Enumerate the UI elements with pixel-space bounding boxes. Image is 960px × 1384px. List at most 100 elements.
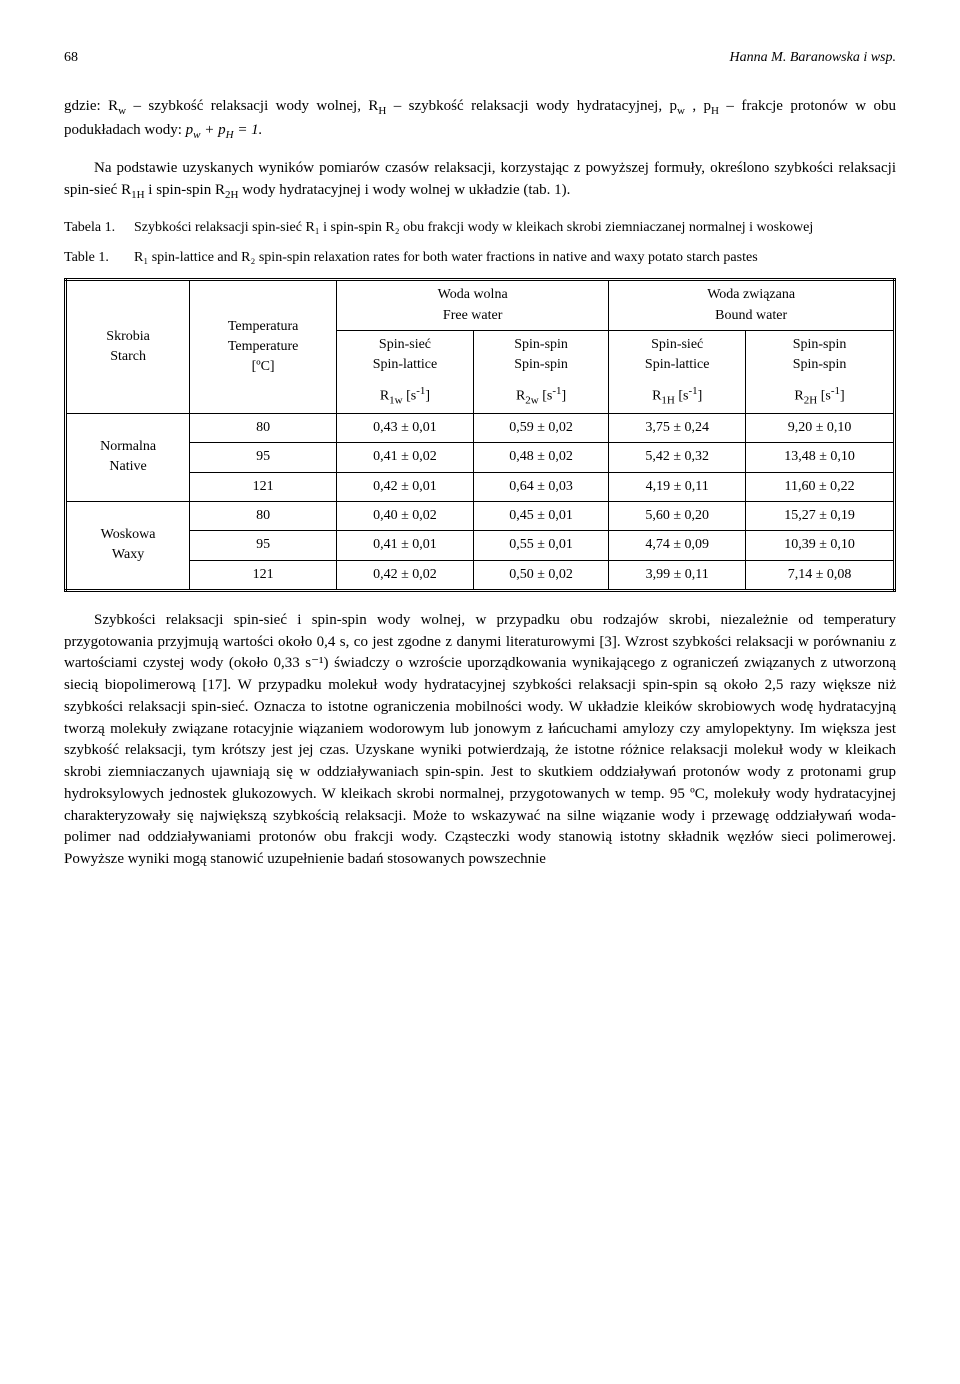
text: [s xyxy=(675,388,689,403)
table-wrap: Skrobia Starch Temperatura Temperature [… xyxy=(64,278,896,591)
cell-r1h: 5,60 ± 0,20 xyxy=(609,501,746,530)
text: Temperatura xyxy=(228,319,299,334)
table-row: 121 0,42 ± 0,01 0,64 ± 0,03 4,19 ± 0,11 … xyxy=(66,472,895,501)
text: – szybkość relaksacji wody hydratacyjnej… xyxy=(394,98,677,114)
cell-r2w: 0,45 ± 0,01 xyxy=(473,501,608,530)
col-r2w-label: Spin-spin Spin-spin xyxy=(473,331,608,380)
cell-temp: 121 xyxy=(190,472,337,501)
cell-temp: 95 xyxy=(190,443,337,472)
text: Spin-lattice xyxy=(373,357,438,372)
sub: 2H xyxy=(225,189,238,201)
text: Free water xyxy=(443,308,502,323)
cell-r1w: 0,41 ± 0,01 xyxy=(337,531,474,560)
cell-r1w: 0,42 ± 0,01 xyxy=(337,472,474,501)
cell-r2h: 9,20 ± 0,10 xyxy=(746,414,895,443)
cell-r2w: 0,55 ± 0,01 xyxy=(473,531,608,560)
text: Bound water xyxy=(715,308,787,323)
starch-native: Normalna Native xyxy=(66,414,190,502)
table-row: 121 0,42 ± 0,02 0,50 ± 0,02 3,99 ± 0,11 … xyxy=(66,560,895,590)
text: R xyxy=(652,388,661,403)
cell-r1w: 0,40 ± 0,02 xyxy=(337,501,474,530)
caption-label: Table 1. xyxy=(64,248,134,268)
cell-r2h: 10,39 ± 0,10 xyxy=(746,531,895,560)
text: , p xyxy=(692,98,711,114)
text: Woda wolna xyxy=(438,287,508,302)
cell-temp: 95 xyxy=(190,531,337,560)
cell-r1h: 3,99 ± 0,11 xyxy=(609,560,746,590)
col-temperature: Temperatura Temperature [ºC] xyxy=(190,280,337,414)
sub: 1H xyxy=(131,189,144,201)
cell-r1h: 4,74 ± 0,09 xyxy=(609,531,746,560)
text: Waxy xyxy=(112,547,144,562)
col-r1h-label: Spin-sieć Spin-lattice xyxy=(609,331,746,380)
text: [s xyxy=(817,388,831,403)
table-caption-en: Table 1. R₁ spin-lattice and R₂ spin-spi… xyxy=(64,248,896,268)
col-r2h-unit: R2H [s-1] xyxy=(746,380,895,414)
text: gdzie: R xyxy=(64,98,118,114)
text: Spin-spin xyxy=(793,357,847,372)
text: [s xyxy=(403,388,417,403)
cell-r2w: 0,64 ± 0,03 xyxy=(473,472,608,501)
text: Spin-lattice xyxy=(645,357,710,372)
table-caption-pl: Tabela 1. Szybkości relaksacji spin-sieć… xyxy=(64,218,896,238)
cell-r2h: 15,27 ± 0,19 xyxy=(746,501,895,530)
sub: H xyxy=(711,105,719,117)
sup: -1 xyxy=(831,385,840,397)
cell-temp: 80 xyxy=(190,414,337,443)
text: R xyxy=(380,388,389,403)
text: Normalna xyxy=(100,439,156,454)
col-r1w-unit: R1w [s-1] xyxy=(337,380,474,414)
text: Spin-spin xyxy=(514,357,568,372)
sub: H xyxy=(378,105,386,117)
paragraph-discussion: Szybkości relaksacji spin-sieć i spin-sp… xyxy=(64,610,896,871)
text: wody hydratacyjnej i wody wolnej w układ… xyxy=(242,182,570,198)
text: ] xyxy=(562,388,567,403)
paragraph-method: Na podstawie uzyskanych wyników pomiarów… xyxy=(64,158,896,204)
col-r2w-unit: R2w [s-1] xyxy=(473,380,608,414)
sub: w xyxy=(677,105,685,117)
text: ] xyxy=(840,388,845,403)
cell-r2w: 0,50 ± 0,02 xyxy=(473,560,608,590)
caption-text: R₁ spin-lattice and R₂ spin-spin relaxat… xyxy=(134,248,758,268)
cell-r1h: 3,75 ± 0,24 xyxy=(609,414,746,443)
sup: -1 xyxy=(552,385,561,397)
text: ] xyxy=(425,388,430,403)
col-r2h-label: Spin-spin Spin-spin xyxy=(746,331,895,380)
text: R xyxy=(794,388,803,403)
table-row: Normalna Native 80 0,43 ± 0,01 0,59 ± 0,… xyxy=(66,414,895,443)
text: [ºC] xyxy=(252,359,275,374)
cell-r2w: 0,59 ± 0,02 xyxy=(473,414,608,443)
caption-text: Szybkości relaksacji spin-sieć R₁ i spin… xyxy=(134,218,813,238)
cell-r2w: 0,48 ± 0,02 xyxy=(473,443,608,472)
paragraph-definitions: gdzie: Rw – szybkość relaksacji wody wol… xyxy=(64,96,896,144)
text: + p xyxy=(204,122,225,138)
text: i spin-spin R xyxy=(148,182,225,198)
page-number: 68 xyxy=(64,48,78,68)
cell-r2h: 7,14 ± 0,08 xyxy=(746,560,895,590)
col-bound-water: Woda związana Bound water xyxy=(609,280,895,331)
sub: H xyxy=(226,129,234,141)
cell-r2h: 11,60 ± 0,22 xyxy=(746,472,895,501)
col-r1w-label: Spin-sieć Spin-lattice xyxy=(337,331,474,380)
starch-waxy: Woskowa Waxy xyxy=(66,501,190,590)
text: Temperature xyxy=(228,339,299,354)
sub: 1w xyxy=(389,394,402,406)
cell-temp: 121 xyxy=(190,560,337,590)
text: [s xyxy=(539,388,553,403)
relaxation-rates-table: Skrobia Starch Temperatura Temperature [… xyxy=(64,278,896,591)
cell-r1w: 0,41 ± 0,02 xyxy=(337,443,474,472)
text: Woskowa xyxy=(101,527,156,542)
sub: w xyxy=(193,129,200,141)
sub: 1H xyxy=(661,394,674,406)
col-r1h-unit: R1H [s-1] xyxy=(609,380,746,414)
cell-r2h: 13,48 ± 0,10 xyxy=(746,443,895,472)
cell-r1w: 0,42 ± 0,02 xyxy=(337,560,474,590)
text: ] xyxy=(698,388,703,403)
table-row: 95 0,41 ± 0,02 0,48 ± 0,02 5,42 ± 0,32 1… xyxy=(66,443,895,472)
text: Native xyxy=(109,459,146,474)
cell-r1h: 5,42 ± 0,32 xyxy=(609,443,746,472)
text: Spin-sieć xyxy=(651,337,703,352)
text: Spin-spin xyxy=(514,337,568,352)
text: Spin-spin xyxy=(793,337,847,352)
text: Skrobia xyxy=(106,329,150,344)
